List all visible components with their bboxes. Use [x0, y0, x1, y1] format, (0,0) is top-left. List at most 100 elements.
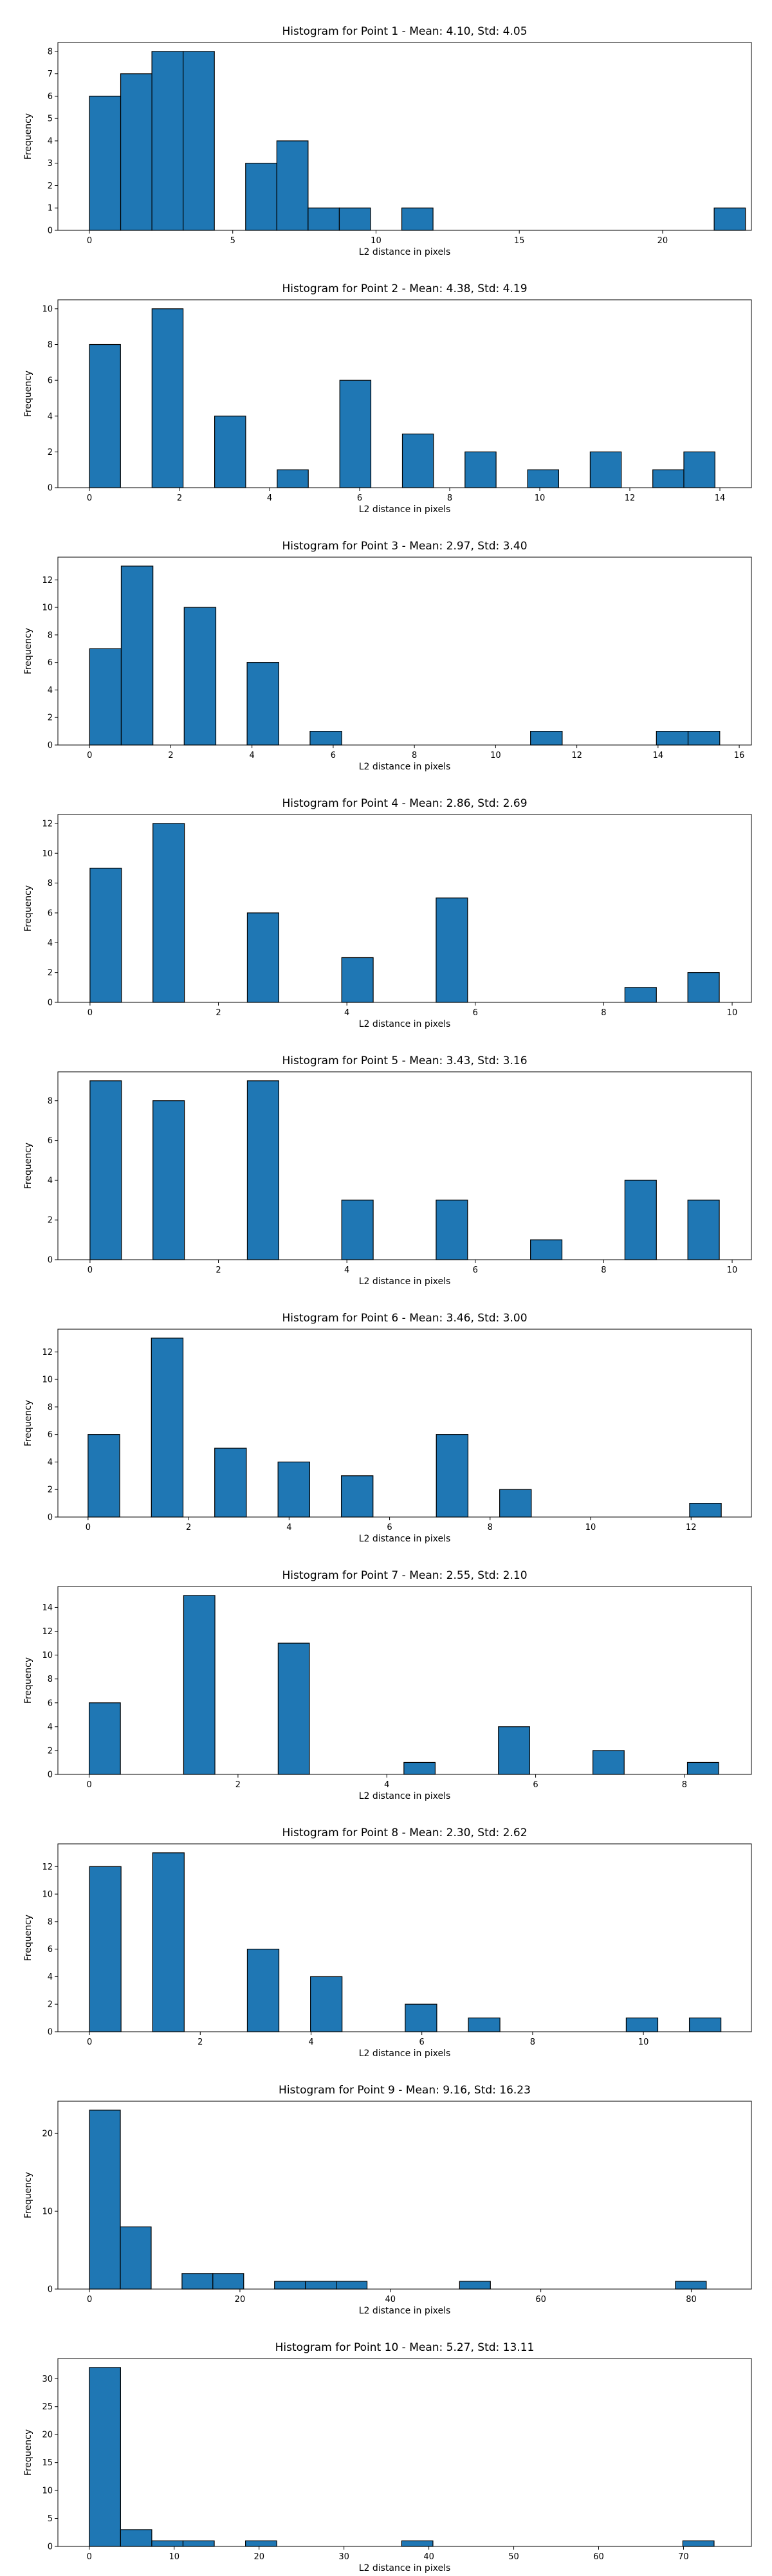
- histogram-bar: [120, 566, 154, 746]
- x-tick-label: 12: [686, 1523, 697, 1532]
- plot-frame: [57, 2101, 752, 2290]
- x-tick-label: 5: [230, 236, 235, 246]
- x-tick-label: 2: [177, 493, 182, 503]
- y-tick-label: 4: [48, 1973, 53, 1982]
- histogram-bar: [310, 1976, 343, 2032]
- histogram-panel-9: Histogram for Point 9 - Mean: 9.16, Std:…: [0, 2059, 772, 2316]
- plot-frame: [57, 557, 752, 746]
- histogram-svg: Histogram for Point 1 - Mean: 4.10, Std:…: [23, 25, 752, 257]
- y-tick-label: 4: [48, 1722, 53, 1732]
- histogram-bar: [436, 897, 468, 1003]
- y-tick-label: 0: [48, 2543, 53, 2552]
- y-tick-label: 12: [42, 576, 53, 585]
- histogram-bar: [401, 2540, 434, 2547]
- histogram-panel-5: Histogram for Point 5 - Mean: 3.43, Std:…: [0, 1029, 772, 1287]
- x-axis-label: L2 distance in pixels: [359, 762, 451, 772]
- y-axis-label: Frequency: [23, 2429, 33, 2476]
- y-tick-label: 30: [42, 2375, 53, 2384]
- histogram-svg: Histogram for Point 6 - Mean: 3.46, Std:…: [23, 1312, 752, 1544]
- x-tick-label: 6: [533, 1780, 538, 1790]
- y-axis-label: Frequency: [23, 1915, 33, 1961]
- y-tick-label: 25: [42, 2402, 53, 2412]
- y-tick-label: 10: [42, 1651, 53, 1661]
- y-tick-label: 2: [48, 1216, 53, 1226]
- histogram-bar: [151, 2540, 184, 2547]
- histogram-bar: [468, 2018, 501, 2032]
- y-tick-label: 8: [48, 1403, 53, 1412]
- x-tick-label: 6: [419, 2038, 425, 2047]
- x-tick-label: 10: [585, 1523, 596, 1532]
- chart-title: Histogram for Point 4 - Mean: 2.86, Std:…: [282, 797, 527, 810]
- y-tick-label: 8: [48, 1675, 53, 1684]
- y-tick-label: 1: [48, 204, 53, 214]
- y-axis-label: Frequency: [23, 2172, 33, 2218]
- histogram-bar: [214, 1448, 247, 1518]
- histogram-bar: [464, 451, 497, 488]
- y-tick-label: 20: [42, 2431, 53, 2440]
- x-tick-label: 8: [412, 751, 417, 760]
- x-axis-label: L2 distance in pixels: [359, 2563, 451, 2573]
- histogram-panel-10: Histogram for Point 10 - Mean: 5.27, Std…: [0, 2316, 772, 2573]
- x-tick-label: 6: [473, 1265, 478, 1275]
- y-tick-label: 10: [42, 1375, 53, 1385]
- histogram-bar: [246, 662, 279, 746]
- x-tick-label: 10: [169, 2552, 179, 2562]
- x-axis-label: L2 distance in pixels: [359, 504, 451, 515]
- x-tick-label: 2: [168, 751, 173, 760]
- y-tick-label: 6: [48, 658, 53, 668]
- histogram-panel-2: Histogram for Point 2 - Mean: 4.38, Std:…: [0, 257, 772, 515]
- histogram-bar: [89, 867, 122, 1003]
- chart-title: Histogram for Point 10 - Mean: 5.27, Std…: [275, 2341, 535, 2354]
- histogram-bar: [686, 1762, 719, 1775]
- histogram-bar: [341, 1199, 374, 1260]
- y-tick-label: 4: [48, 686, 53, 695]
- histogram-bar: [89, 1080, 122, 1260]
- y-tick-label: 8: [48, 879, 53, 888]
- x-tick-label: 4: [344, 1008, 349, 1018]
- y-tick-label: 12: [42, 819, 53, 829]
- histogram-bar: [212, 2273, 244, 2290]
- histogram-bar: [308, 207, 340, 231]
- x-tick-label: 4: [344, 1265, 349, 1275]
- y-axis-label: Frequency: [23, 1657, 33, 1704]
- x-tick-label: 0: [86, 1780, 91, 1790]
- histogram-bar: [120, 73, 152, 231]
- histogram-bar: [89, 2110, 121, 2290]
- x-tick-label: 12: [571, 751, 582, 760]
- y-tick-label: 4: [48, 1458, 53, 1467]
- x-tick-label: 10: [371, 236, 381, 246]
- histogram-panel-3: Histogram for Point 3 - Mean: 2.97, Std:…: [0, 515, 772, 772]
- x-axis-label: L2 distance in pixels: [359, 247, 451, 257]
- histogram-bar: [276, 140, 309, 231]
- histogram-bar: [338, 207, 371, 231]
- y-tick-label: 12: [42, 1348, 53, 1357]
- y-tick-label: 20: [42, 2130, 53, 2139]
- x-tick-label: 4: [250, 751, 255, 760]
- y-tick-label: 0: [48, 741, 53, 751]
- x-tick-label: 0: [87, 1265, 93, 1275]
- y-tick-label: 10: [42, 2487, 53, 2496]
- histogram-bar: [246, 1080, 279, 1260]
- histogram-bar: [183, 607, 217, 746]
- histogram-bar: [89, 1866, 122, 2032]
- plot-frame: [57, 1329, 752, 1518]
- x-tick-label: 8: [601, 1265, 606, 1275]
- y-tick-label: 8: [48, 340, 53, 350]
- x-tick-label: 12: [625, 493, 636, 503]
- histogram-svg: Histogram for Point 7 - Mean: 2.55, Std:…: [23, 1569, 752, 1801]
- x-tick-label: 10: [727, 1008, 738, 1018]
- plot-frame: [57, 1071, 752, 1260]
- x-axis-label: L2 distance in pixels: [359, 1276, 451, 1287]
- x-tick-label: 8: [488, 1523, 493, 1532]
- histogram-bar: [339, 380, 372, 488]
- x-axis-label: L2 distance in pixels: [359, 1019, 451, 1029]
- histogram-bar: [403, 1762, 436, 1775]
- y-tick-label: 10: [42, 603, 53, 613]
- histogram-bar: [277, 469, 309, 488]
- histogram-bar: [151, 51, 184, 231]
- histogram-bar: [89, 95, 122, 231]
- y-tick-label: 7: [48, 69, 53, 79]
- x-tick-label: 0: [87, 2552, 92, 2562]
- x-axis-label: L2 distance in pixels: [359, 1534, 451, 1544]
- y-tick-label: 6: [48, 908, 53, 918]
